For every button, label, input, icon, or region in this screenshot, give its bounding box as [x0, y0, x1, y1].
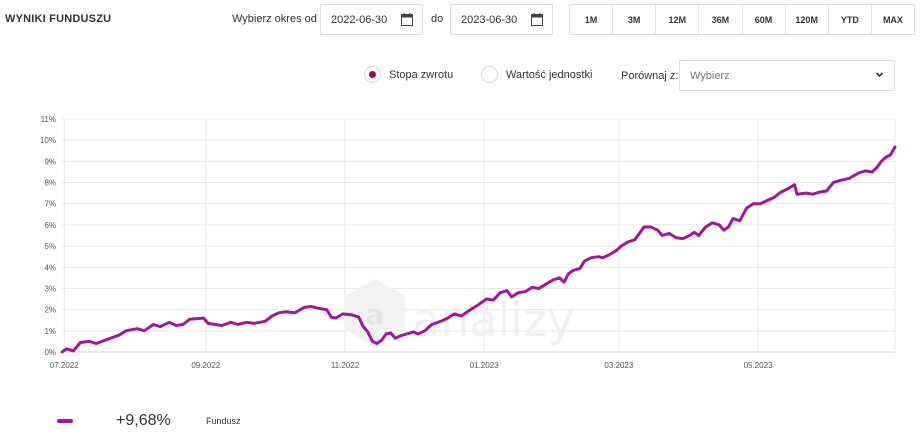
date-from-input[interactable]: 2022-06-30: [320, 4, 423, 35]
range-60m-button[interactable]: 60M: [743, 5, 786, 34]
compare-label: Porównaj z:: [621, 70, 679, 82]
legend-swatch: [57, 419, 73, 423]
y-tick-label: 10%: [40, 136, 56, 145]
range-max-button[interactable]: MAX: [882, 14, 903, 25]
y-tick-label: 2%: [44, 306, 56, 315]
date-to-value: 2023-06-30: [461, 13, 518, 26]
range-selector: 1M 3M 12M 36M 60M 120M YTD MAX: [569, 4, 915, 35]
radio-unit-label: Wartość jednostki: [506, 68, 593, 81]
series-line-fundusz: [60, 145, 897, 354]
range-12m-button[interactable]: 12M: [656, 5, 700, 34]
y-tick-label: 1%: [44, 327, 56, 336]
performance-chart: a analizy 0% 1% 2% 3% 4% 5% 6% 7% 8% 9% 10% 11% 07.…: [40, 115, 897, 370]
range-36m-button[interactable]: 36M: [699, 5, 743, 34]
chevron-down-icon: [875, 72, 884, 78]
range-3m-button[interactable]: 3M: [613, 5, 657, 34]
compare-select-value: Wybierz: [690, 70, 730, 82]
radio-checked-icon: [364, 66, 381, 83]
y-tick-label: 4%: [44, 263, 56, 272]
watermark-text: analizy: [412, 293, 574, 347]
y-tick-label: 9%: [44, 157, 56, 166]
y-tick-label: 8%: [44, 179, 56, 188]
period-label: Wybierz okres od: [232, 13, 317, 25]
to-label: do: [431, 13, 444, 25]
svg-text:a: a: [366, 298, 385, 331]
radio-unit-value[interactable]: Wartość jednostki: [481, 66, 592, 83]
y-tick-label: 6%: [44, 221, 56, 230]
radio-return-rate[interactable]: Stopa zwrotu: [364, 66, 453, 83]
x-tick-label: 05.2023: [744, 361, 773, 370]
date-to-input[interactable]: 2023-06-30: [450, 4, 553, 35]
x-tick-label: 01.2023: [470, 361, 499, 370]
y-tick-label: 0%: [44, 348, 56, 357]
range-1m-button[interactable]: 1M: [570, 5, 614, 34]
y-tick-label: 5%: [44, 242, 56, 251]
range-ytd-button[interactable]: YTD: [829, 5, 872, 34]
x-tick-label: 03.2023: [604, 361, 633, 370]
calendar-icon: [531, 13, 543, 26]
legend-name: Fundusz: [206, 416, 241, 426]
y-tick-label: 3%: [44, 284, 56, 293]
watermark-logo: a analizy: [345, 279, 574, 347]
x-tick-label: 11.2022: [331, 361, 360, 370]
page-title: WYNIKI FUNDUSZU: [5, 13, 112, 25]
legend-value: +9,68%: [116, 412, 171, 429]
range-120m-button[interactable]: 120M: [786, 5, 829, 34]
y-tick-label: 11%: [41, 115, 56, 124]
chart-grid: [62, 118, 896, 353]
x-tick-label: 09.2022: [191, 361, 220, 370]
compare-select[interactable]: Wybierz: [679, 60, 895, 91]
radio-unchecked-icon: [481, 66, 498, 83]
x-tick-label: 07.2022: [50, 361, 79, 370]
y-tick-label: 7%: [44, 200, 56, 209]
radio-return-label: Stopa zwrotu: [389, 68, 454, 81]
calendar-icon: [401, 13, 413, 26]
date-from-value: 2022-06-30: [331, 13, 388, 26]
